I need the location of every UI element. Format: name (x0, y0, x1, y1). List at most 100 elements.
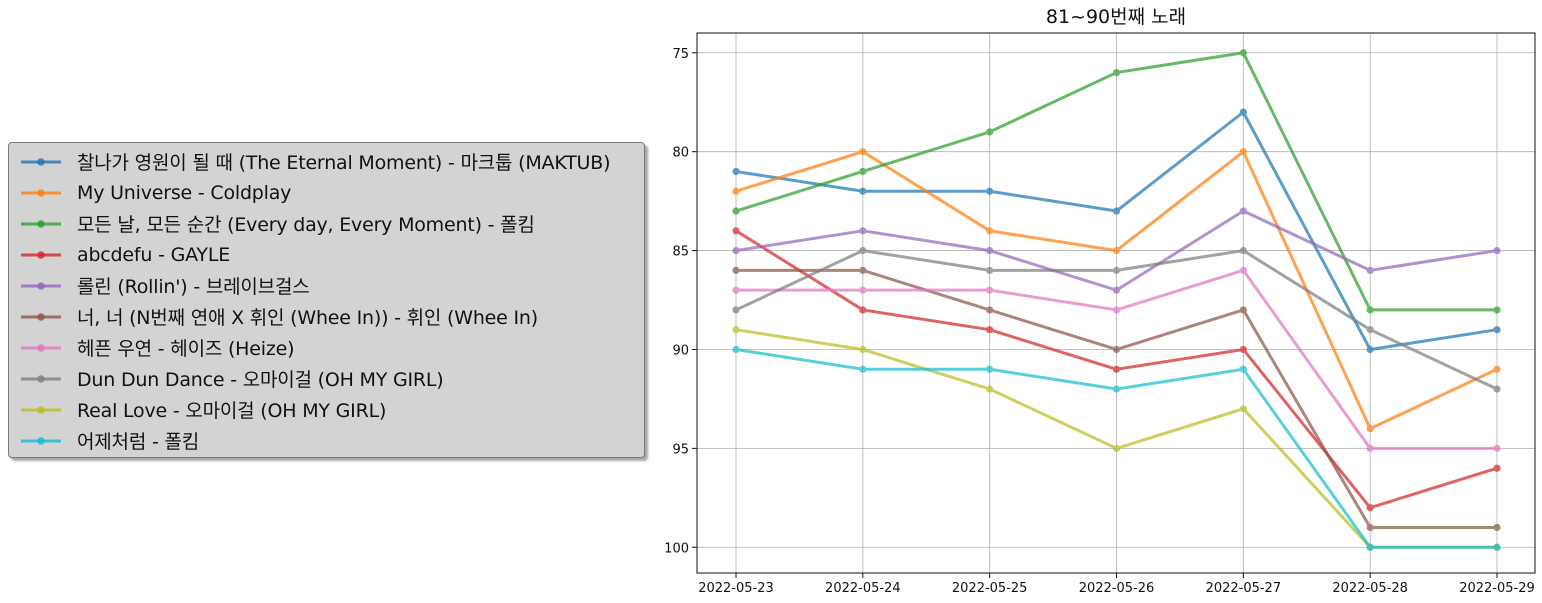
legend-swatch (21, 250, 61, 259)
data-point (1493, 246, 1501, 255)
data-point (986, 286, 994, 294)
x-tick-label: 2022-05-25 (952, 581, 1028, 596)
chart-title: 81~90번째 노래 (1046, 6, 1186, 28)
data-point (732, 345, 740, 354)
data-point (1112, 68, 1121, 77)
data-point (859, 148, 867, 156)
data-point (732, 167, 740, 176)
data-point (1239, 148, 1247, 156)
legend-swatch (21, 219, 61, 228)
legend-item: 헤픈 우연 - 헤이즈 (Heize) (19, 332, 644, 363)
legend-swatch (21, 281, 61, 290)
data-point (732, 266, 740, 274)
data-point (859, 167, 867, 176)
legend-label: abcdefu - GAYLE (77, 243, 231, 266)
data-point (1366, 504, 1374, 512)
data-point (1493, 523, 1501, 532)
legend-swatch (21, 343, 61, 352)
legend-label: 찰나가 영원이 될 때 (The Eternal Moment) - 마크툽 (… (77, 152, 611, 174)
series-7 (732, 266, 1501, 452)
data-point (986, 227, 994, 235)
legend-label: 헤픈 우연 - 헤이즈 (Heize) (77, 338, 295, 360)
legend-item: 모든 날, 모든 순간 (Every day, Every Moment) - … (19, 208, 644, 239)
x-tick-label: 2022-05-28 (1332, 581, 1408, 596)
legend-label: My Universe - Coldplay (77, 181, 292, 204)
legend-swatch (21, 188, 61, 197)
data-point (859, 187, 867, 195)
data-point (1239, 108, 1247, 116)
data-point (859, 286, 867, 294)
data-point (1366, 425, 1374, 433)
data-point (1112, 207, 1121, 215)
legend-item: 너, 너 (N번째 연애 X 휘인 (Whee In)) - 휘인 (Whee … (19, 301, 644, 332)
data-point (1112, 385, 1121, 393)
series-layer (732, 49, 1501, 551)
data-point (1493, 326, 1501, 334)
data-point (986, 246, 994, 255)
data-point (1493, 385, 1501, 393)
grid (697, 33, 1535, 573)
legend: 찰나가 영원이 될 때 (The Eternal Moment) - 마크툽 (… (8, 142, 645, 458)
legend-item: 롤린 (Rollin') - 브레이브걸스 (19, 270, 644, 301)
data-point (1239, 306, 1247, 314)
data-point (859, 227, 867, 235)
data-point (1493, 543, 1501, 551)
legend-label: Real Love - 오마이걸 (OH MY GIRL) (77, 400, 387, 422)
data-point (1112, 444, 1121, 452)
y-tick-label: 80 (672, 146, 689, 161)
data-point (986, 128, 994, 136)
data-point (859, 345, 867, 354)
y-tick-label: 100 (664, 541, 689, 556)
data-point (986, 385, 994, 393)
series-5 (732, 207, 1501, 294)
x-tick-label: 2022-05-23 (698, 581, 774, 596)
data-point (1239, 365, 1247, 373)
data-point (986, 266, 994, 274)
y-tick-label: 95 (672, 442, 689, 457)
data-point (1239, 266, 1247, 274)
series-10 (732, 345, 1501, 551)
legend-swatch (21, 436, 61, 445)
data-point (732, 207, 740, 215)
data-point (732, 246, 740, 255)
data-point (1366, 543, 1374, 551)
data-point (1239, 49, 1247, 57)
data-point (1112, 365, 1121, 373)
plot-frame (696, 32, 1536, 574)
legend-swatch (21, 312, 61, 321)
legend-label: 롤린 (Rollin') - 브레이브걸스 (77, 276, 310, 298)
data-point (732, 227, 740, 235)
data-point (1366, 306, 1374, 314)
legend-swatch (21, 157, 61, 166)
data-point (1239, 246, 1247, 255)
data-point (986, 187, 994, 195)
data-point (1366, 326, 1374, 334)
data-point (859, 306, 867, 314)
data-point (1112, 286, 1121, 294)
data-point (859, 365, 867, 373)
series-4 (732, 227, 1501, 512)
data-point (1366, 523, 1374, 532)
series-2 (732, 148, 1501, 433)
data-point (1493, 306, 1501, 314)
legend-label: 모든 날, 모든 순간 (Every day, Every Moment) - … (77, 214, 535, 236)
x-tick-label: 2022-05-24 (825, 581, 901, 596)
x-tick-label: 2022-05-27 (1206, 581, 1282, 596)
data-point (1239, 207, 1247, 215)
legend-swatch (21, 405, 61, 414)
series-3 (732, 49, 1501, 314)
data-point (859, 246, 867, 255)
legend-swatch (21, 374, 61, 383)
data-point (986, 306, 994, 314)
legend-item: 어제처럼 - 폴킴 (19, 425, 644, 456)
data-point (732, 326, 740, 334)
y-tick-label: 90 (672, 343, 689, 358)
data-point (1493, 365, 1501, 373)
series-1 (732, 108, 1501, 354)
data-point (1493, 444, 1501, 452)
y-tick-label: 75 (672, 47, 689, 62)
data-point (1493, 464, 1501, 472)
data-point (732, 286, 740, 294)
data-point (986, 365, 994, 373)
